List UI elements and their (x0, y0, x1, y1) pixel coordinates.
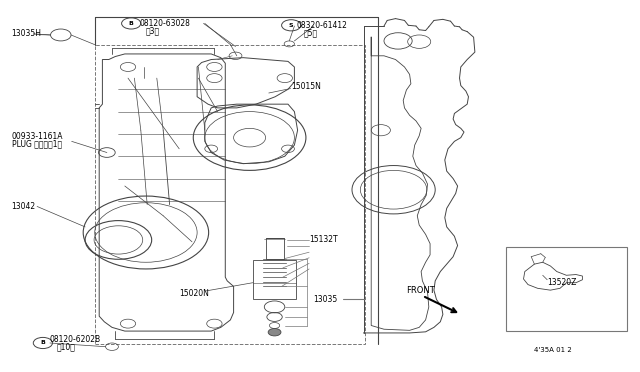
Text: PLUG ブラグ（1）: PLUG ブラグ（1） (12, 140, 61, 149)
Text: 13520Z: 13520Z (547, 278, 577, 287)
Text: S: S (289, 23, 294, 28)
Circle shape (268, 328, 281, 336)
Bar (253, 260, 296, 299)
Text: 08120-63028: 08120-63028 (140, 19, 190, 28)
Text: 00933-1161A: 00933-1161A (12, 132, 63, 141)
Text: （3）: （3） (146, 27, 160, 36)
Text: 08320-61412: 08320-61412 (296, 21, 347, 30)
Text: 08120-6202B: 08120-6202B (50, 335, 101, 344)
Text: 4'35A 01 2: 4'35A 01 2 (534, 347, 572, 353)
Text: FRONT: FRONT (406, 286, 435, 295)
Text: B: B (129, 21, 134, 26)
Text: 13035H: 13035H (12, 29, 42, 38)
Text: 15015N: 15015N (291, 82, 321, 91)
Text: 15020N: 15020N (179, 289, 209, 298)
Text: 13042: 13042 (12, 202, 36, 211)
Bar (95, 45, 365, 344)
Text: 13035: 13035 (314, 295, 338, 304)
Text: 〈10〉: 〈10〉 (56, 342, 75, 351)
Text: （5）: （5） (304, 28, 318, 37)
Bar (266, 238, 284, 259)
Text: B: B (40, 340, 45, 346)
Bar (506, 247, 627, 331)
Text: 15132T: 15132T (309, 235, 338, 244)
